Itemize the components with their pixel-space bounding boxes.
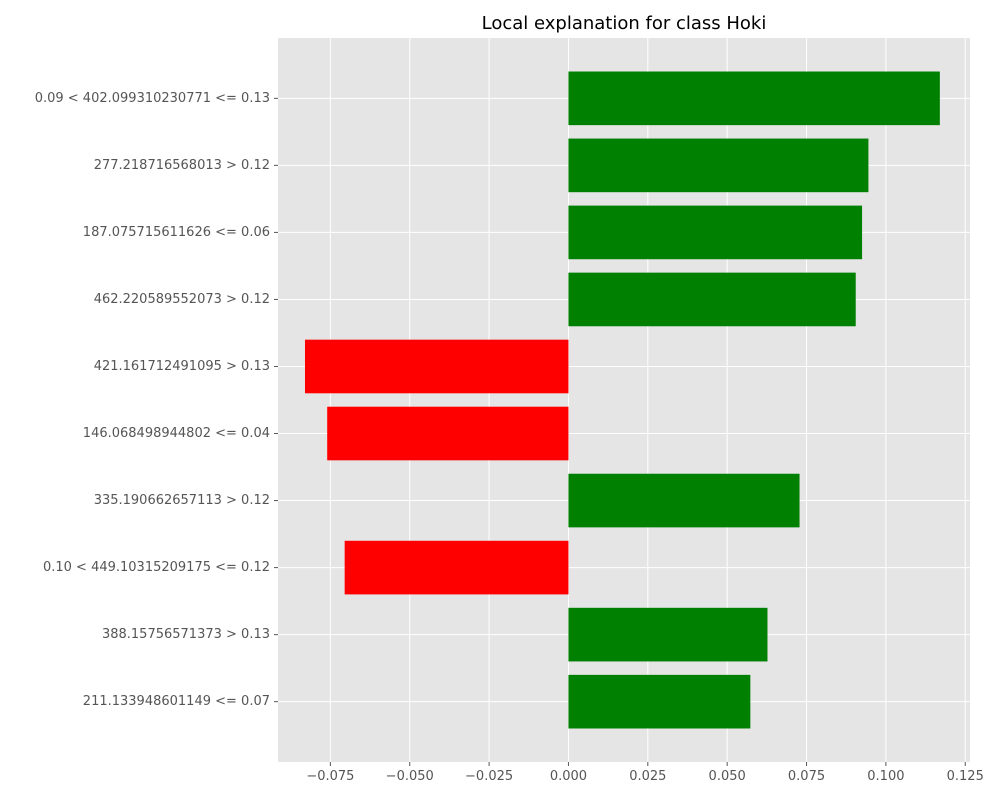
x-tick-label: 0.075 — [788, 769, 825, 784]
y-tick-label: 0.10 < 449.10315209175 <= 0.12 — [43, 560, 270, 575]
x-tick-label: −0.075 — [306, 769, 354, 784]
x-tick-label: 0.050 — [709, 769, 746, 784]
bar — [568, 138, 869, 193]
bars — [304, 71, 940, 729]
x-tick-label: 0.025 — [629, 769, 666, 784]
y-tick-label: 146.068498944802 <= 0.04 — [83, 426, 270, 441]
x-tick-label: 0.125 — [947, 769, 984, 784]
y-tick-label: 0.09 < 402.099310230771 <= 0.13 — [35, 91, 270, 106]
x-tick-labels: −0.075 −0.050 −0.025 0.000 0.025 0.050 0.075 0.… — [306, 762, 984, 784]
bar — [568, 473, 800, 528]
y-tick-labels: 0.09 < 402.099310230771 <= 0.13 277.21871… — [35, 91, 278, 709]
bar — [568, 607, 768, 662]
bar — [568, 674, 751, 729]
y-tick-label: 421.161712491095 > 0.13 — [94, 359, 270, 374]
y-tick-label: 462.220589552073 > 0.12 — [94, 292, 270, 307]
y-tick-label: 388.15756571373 > 0.13 — [102, 627, 270, 642]
bar — [344, 540, 569, 595]
x-tick-label: −0.025 — [465, 769, 513, 784]
bar — [568, 71, 940, 126]
y-tick-label: 187.075715611626 <= 0.06 — [83, 225, 270, 240]
x-tick-label: 0.100 — [867, 769, 904, 784]
x-tick-label: −0.050 — [386, 769, 434, 784]
y-tick-label: 277.218716568013 > 0.12 — [94, 158, 270, 173]
y-tick-label: 211.133948601149 <= 0.07 — [83, 694, 270, 709]
bar — [568, 272, 856, 327]
bar — [304, 339, 569, 394]
bar — [568, 205, 863, 260]
y-tick-label: 335.190662657113 > 0.12 — [94, 493, 270, 508]
chart-title: Local explanation for class Hoki — [482, 13, 767, 34]
bar — [327, 406, 569, 461]
x-tick-label: 0.000 — [550, 769, 587, 784]
